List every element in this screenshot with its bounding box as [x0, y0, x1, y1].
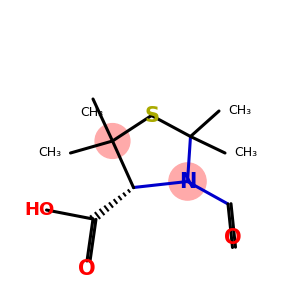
Text: HO: HO	[24, 201, 54, 219]
Text: O: O	[78, 260, 96, 279]
Circle shape	[169, 163, 206, 200]
Text: O: O	[224, 229, 241, 248]
Text: S: S	[144, 106, 159, 125]
Circle shape	[95, 124, 130, 158]
Text: CH₃: CH₃	[234, 146, 257, 160]
Text: N: N	[179, 172, 196, 191]
Text: CH₃: CH₃	[80, 106, 103, 119]
Text: CH₃: CH₃	[38, 146, 61, 160]
Text: CH₃: CH₃	[228, 104, 251, 118]
